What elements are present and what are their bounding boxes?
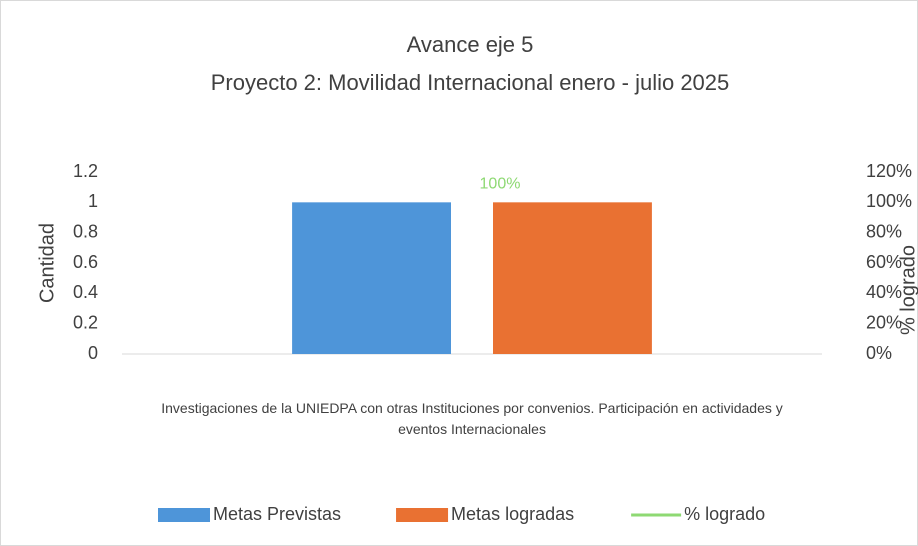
- y-tick-label: 1: [88, 191, 98, 211]
- data-label: 100%: [480, 176, 521, 193]
- y2-tick-label: 40%: [866, 282, 902, 302]
- y-tick-label: 1.2: [73, 161, 98, 181]
- chart-title: Avance eje 5: [407, 32, 534, 57]
- y2-tick-label: 20%: [866, 312, 902, 332]
- legend-label: Metas Previstas: [213, 504, 341, 524]
- y-tick-label: 0.8: [73, 221, 98, 241]
- y2-axis-title: % logrado: [897, 245, 918, 335]
- y2-tick-label: 120%: [866, 161, 912, 181]
- y2-tick-label: 60%: [866, 252, 902, 272]
- y2-tick-label: 80%: [866, 221, 902, 241]
- y-axis-title: Cantidad: [36, 223, 58, 303]
- legend-swatch: [158, 508, 210, 522]
- bar: [292, 202, 451, 354]
- chart-subtitle: Proyecto 2: Movilidad Internacional ener…: [211, 70, 730, 95]
- y-tick-label: 0.2: [73, 312, 98, 332]
- y-tick-label: 0.6: [73, 252, 98, 272]
- y2-tick-label: 100%: [866, 191, 912, 211]
- legend-label: Metas logradas: [451, 504, 574, 524]
- y2-tick-label: 0%: [866, 343, 892, 363]
- legend-label: % logrado: [684, 504, 765, 524]
- y-tick-label: 0.4: [73, 282, 98, 302]
- y-tick-label: 0: [88, 343, 98, 363]
- bar: [493, 202, 652, 354]
- x-tick-label: Investigaciones de la UNIEDPA con otras …: [161, 400, 783, 437]
- legend-swatch: [396, 508, 449, 522]
